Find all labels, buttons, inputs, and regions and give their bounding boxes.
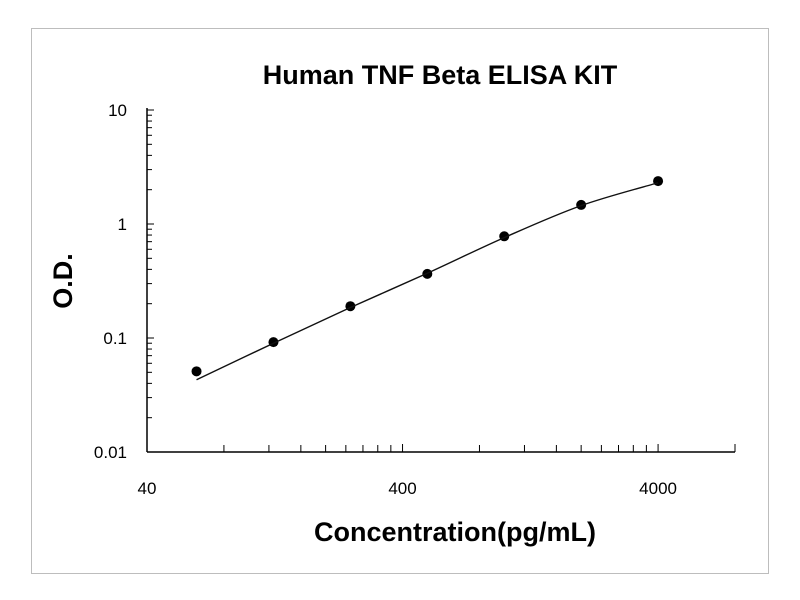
x-tick-label: 400 xyxy=(388,479,416,498)
x-tick-label: 4000 xyxy=(639,479,677,498)
y-axis-label: O.D. xyxy=(48,253,78,309)
y-tick-label: 0.01 xyxy=(94,443,127,462)
x-axis-label: Concentration(pg/mL) xyxy=(314,517,596,547)
x-tick-label: 40 xyxy=(138,479,157,498)
chart-title: Human TNF Beta ELISA KIT xyxy=(263,60,618,90)
y-tick-label: 10 xyxy=(108,101,127,120)
fitted-curve xyxy=(196,182,659,381)
data-point xyxy=(653,176,664,187)
data-point xyxy=(191,366,202,377)
y-tick-label: 1 xyxy=(118,215,127,234)
y-tick-label: 0.1 xyxy=(103,329,127,348)
chart-frame xyxy=(31,28,769,574)
